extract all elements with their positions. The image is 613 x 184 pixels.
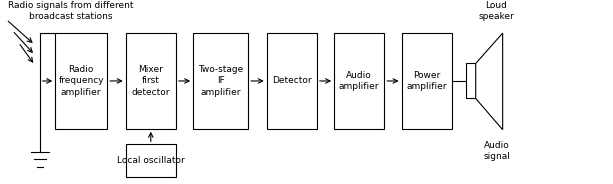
- Text: Local oscillator: Local oscillator: [117, 156, 185, 165]
- Bar: [402, 33, 452, 129]
- Text: Loud
speaker: Loud speaker: [479, 1, 514, 21]
- Bar: [55, 33, 107, 129]
- Bar: [126, 144, 176, 177]
- Bar: [267, 33, 317, 129]
- Bar: [466, 63, 476, 98]
- Polygon shape: [476, 33, 503, 130]
- Text: Radio
frequency
amplifier: Radio frequency amplifier: [58, 65, 104, 97]
- Text: Two-stage
IF
amplifier: Two-stage IF amplifier: [198, 65, 243, 97]
- Text: Audio
signal: Audio signal: [483, 141, 510, 161]
- Bar: [126, 33, 176, 129]
- Text: Audio
amplifier: Audio amplifier: [339, 70, 379, 91]
- Bar: [334, 33, 384, 129]
- Text: Mixer
first
detector: Mixer first detector: [132, 65, 170, 97]
- Text: Power
amplifier: Power amplifier: [406, 70, 447, 91]
- Text: Radio signals from different
broadcast stations: Radio signals from different broadcast s…: [8, 1, 133, 21]
- Text: Detector: Detector: [272, 77, 311, 85]
- Bar: [193, 33, 248, 129]
